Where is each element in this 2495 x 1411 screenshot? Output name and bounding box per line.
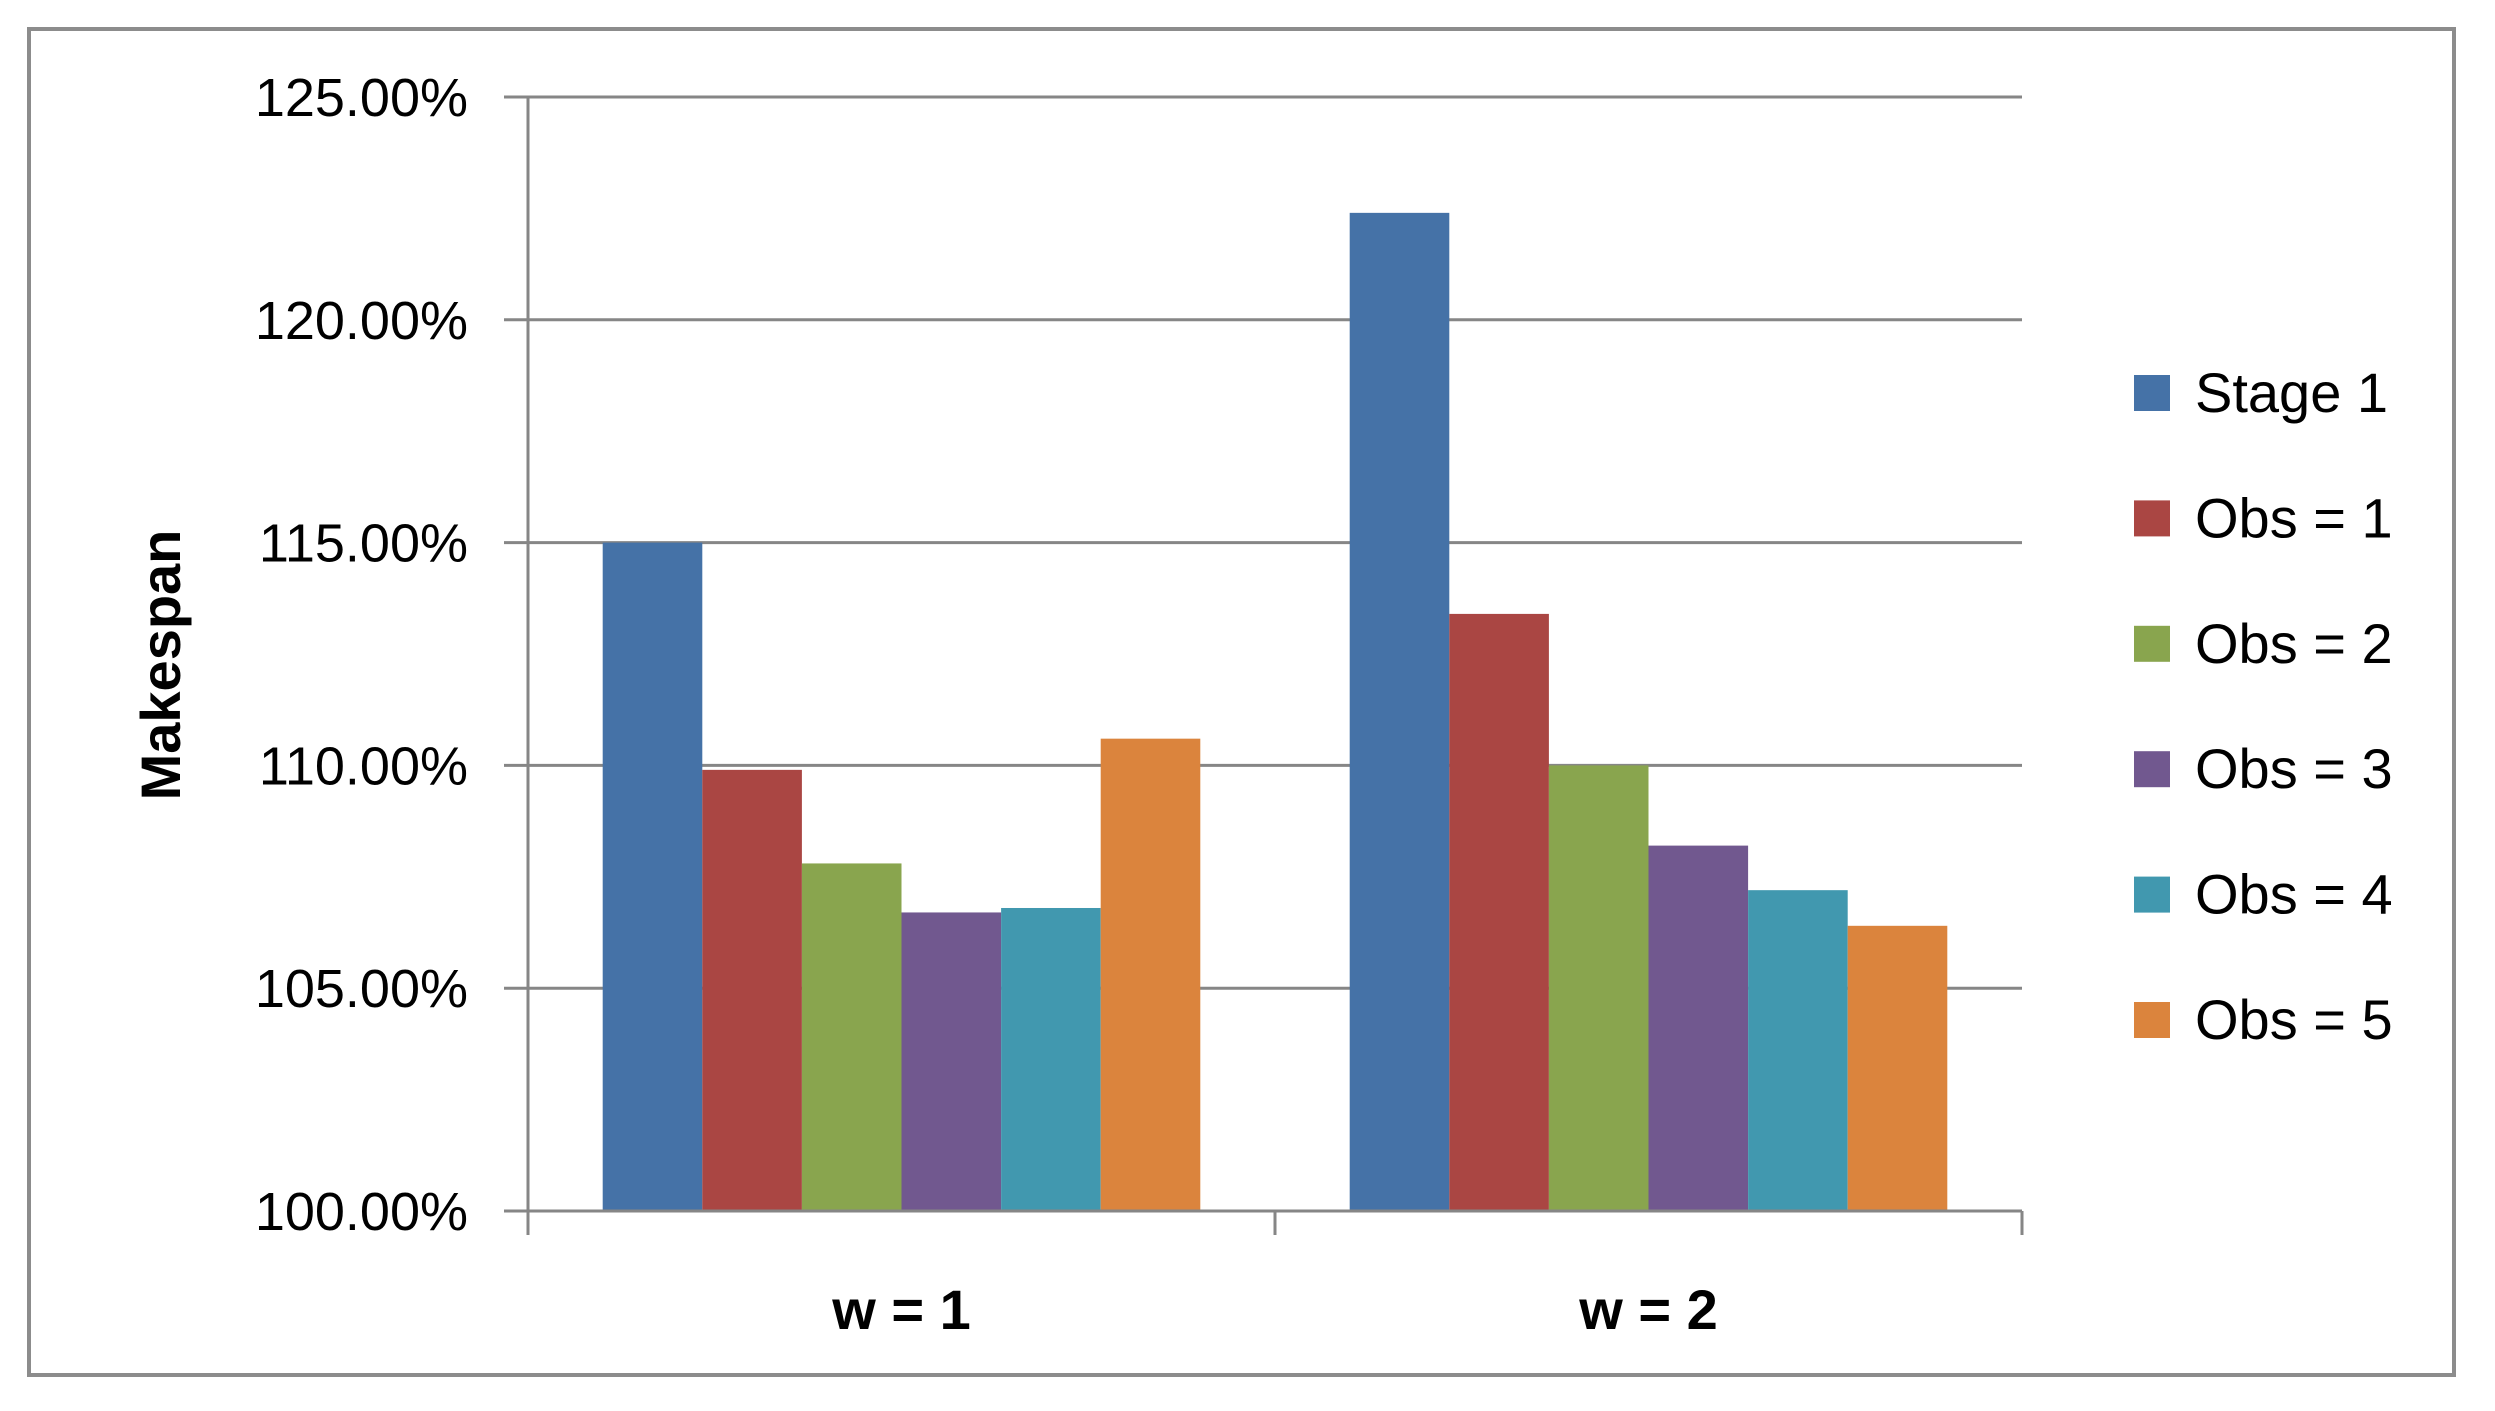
y-tick-label: 110.00% [259,736,468,796]
axis-labels: 100.00% 105.00% 110.00% 115.00% 120.00% 125.0… [255,68,1718,1341]
y-tick-label: 105.00% [255,959,468,1019]
legend-label: Obs = 2 [2195,612,2393,675]
bar-obs-1-2 [1449,613,1549,1211]
legend-swatch [2134,625,2170,662]
bar-stage-1-1 [602,542,703,1211]
chart-frame [27,27,2456,1377]
legend-swatch [2134,1002,2170,1038]
legend: Stage 1 Obs = 1 Obs = 2 Obs = 3 Obs = 4 Obs =… [2134,361,2393,1051]
legend-label: Obs = 4 [2195,863,2393,926]
y-tick-label: 120.00% [255,291,468,351]
bar-obs-2-2 [1548,765,1649,1211]
bar-obs-4-2 [1748,890,1848,1211]
bar-obs-3-1 [901,912,1002,1211]
bar-obs-3-2 [1648,845,1749,1211]
y-tick-label: 125.00% [255,68,468,128]
axes [504,95,2024,1235]
legend-swatch [2134,876,2170,913]
x-category-label: w = 2 [1578,1278,1718,1341]
legend-swatch [2134,375,2170,411]
bar-obs-5-1 [1100,738,1201,1211]
x-category-label: w = 1 [831,1278,971,1341]
bar-obs-4-1 [1001,907,1101,1211]
bar-obs-2-1 [801,863,902,1211]
bar-stage-1-2 [1349,212,1450,1211]
bar-obs-5-2 [1847,925,1948,1211]
legend-swatch [2134,751,2170,788]
legend-label: Obs = 3 [2195,737,2393,800]
legend-label: Obs = 5 [2195,988,2393,1051]
y-tick-label: 115.00% [259,514,468,574]
legend-label: Stage 1 [2195,361,2388,424]
legend-label: Obs = 1 [2195,486,2393,549]
y-tick-label: 100.00% [255,1182,468,1242]
bar-obs-1-1 [702,769,802,1211]
legend-swatch [2134,500,2170,537]
bars [602,212,1948,1211]
y-axis-title: Makespan [129,530,192,801]
